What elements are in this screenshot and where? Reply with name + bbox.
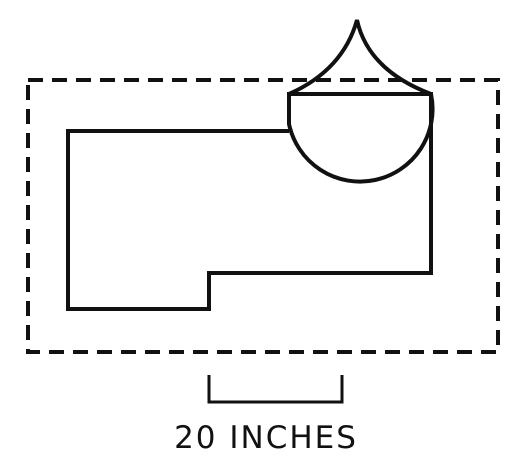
semicircular-bay <box>287 93 435 184</box>
scale-label: 20 INCHES <box>174 420 358 456</box>
room-outline <box>66 94 433 311</box>
dome-cusp <box>288 19 432 96</box>
dashed-boundary <box>26 78 500 354</box>
scale-bar <box>207 375 344 404</box>
